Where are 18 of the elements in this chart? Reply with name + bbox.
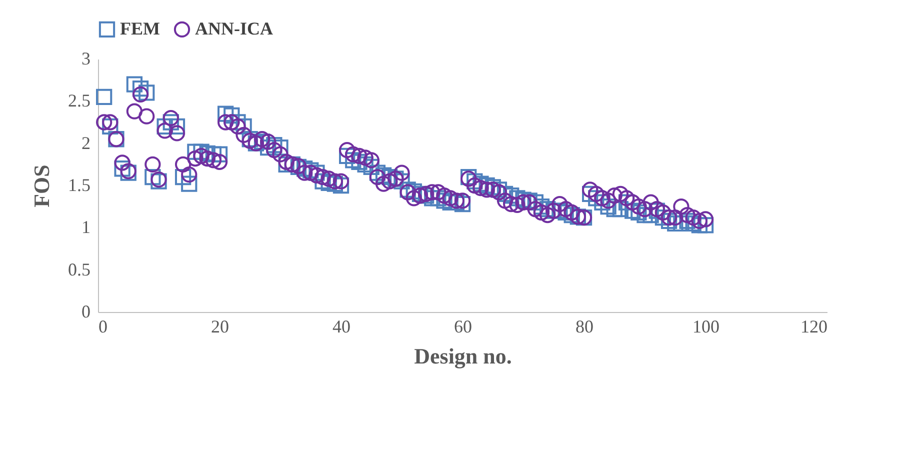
y-tick-label: 3 bbox=[82, 48, 90, 68]
x-axis-title: Design no. bbox=[414, 344, 512, 368]
y-tick-label: 0 bbox=[82, 302, 90, 322]
y-tick-label: 2.5 bbox=[68, 90, 90, 111]
x-tick-label: 0 bbox=[98, 316, 108, 336]
legend-label: ANN-ICA bbox=[195, 18, 273, 38]
x-tick-label: 100 bbox=[692, 316, 720, 336]
y-tick-label: 2 bbox=[82, 132, 90, 153]
x-tick-label: 60 bbox=[454, 316, 472, 336]
x-tick-label: 120 bbox=[800, 316, 828, 336]
y-tick-label: 1.5 bbox=[68, 175, 90, 195]
x-tick-label: 80 bbox=[576, 316, 594, 336]
legend-label: FEM bbox=[120, 18, 160, 38]
y-tick-label: 1 bbox=[82, 217, 90, 238]
x-tick-label: 40 bbox=[332, 316, 350, 336]
y-tick-label: 0.5 bbox=[68, 259, 90, 280]
y-axis-title: FOS bbox=[29, 164, 54, 208]
x-tick-label: 20 bbox=[211, 316, 229, 336]
